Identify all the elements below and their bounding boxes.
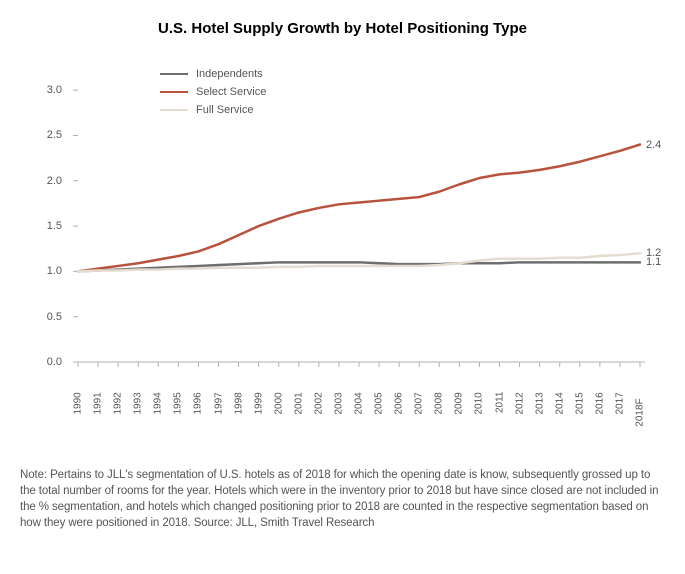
y-axis-labels: 0.00.51.01.52.02.53.0 bbox=[20, 62, 70, 412]
x-tick-label: 2004 bbox=[354, 392, 365, 414]
x-tick-label: 2017 bbox=[614, 392, 625, 414]
x-tick-label: 2008 bbox=[434, 392, 445, 414]
x-tick-label: 1991 bbox=[93, 392, 104, 414]
x-tick-label: 1997 bbox=[213, 392, 224, 414]
x-axis-labels: 1990199119921993199419951996199719981999… bbox=[20, 366, 665, 406]
y-tick-label: 2.5 bbox=[47, 129, 62, 141]
plot-area: 0.00.51.01.52.02.53.0 199019911992199319… bbox=[20, 62, 665, 412]
x-tick-label: 1998 bbox=[233, 392, 244, 414]
x-tick-label: 2000 bbox=[273, 392, 284, 414]
x-tick-label: 1999 bbox=[253, 392, 264, 414]
x-tick-label: 2003 bbox=[333, 392, 344, 414]
y-tick-label: 3.0 bbox=[47, 84, 62, 96]
y-tick-label: 0.5 bbox=[47, 311, 62, 323]
x-tick-label: 2012 bbox=[514, 392, 525, 414]
y-tick-label: 1.5 bbox=[47, 220, 62, 232]
x-tick-label: 2016 bbox=[594, 392, 605, 414]
series-end-label: 1.2 bbox=[646, 247, 661, 259]
x-tick-label: 2010 bbox=[474, 392, 485, 414]
y-tick-label: 2.0 bbox=[47, 175, 62, 187]
x-tick-label: 2005 bbox=[374, 392, 385, 414]
x-tick-label: 1995 bbox=[173, 392, 184, 414]
chart-container: U.S. Hotel Supply Growth by Hotel Positi… bbox=[20, 20, 665, 531]
x-tick-label: 2015 bbox=[574, 392, 585, 414]
x-tick-label: 1990 bbox=[73, 392, 84, 414]
x-tick-label: 1994 bbox=[153, 392, 164, 414]
chart-svg bbox=[20, 62, 665, 412]
x-tick-label: 2014 bbox=[554, 392, 565, 414]
y-tick-label: 1.0 bbox=[47, 265, 62, 277]
x-tick-label: 2006 bbox=[394, 392, 405, 414]
x-tick-label: 2001 bbox=[293, 392, 304, 414]
x-tick-label: 2009 bbox=[454, 392, 465, 414]
x-tick-label: 2011 bbox=[494, 392, 505, 414]
x-tick-label: 1992 bbox=[113, 392, 124, 414]
x-tick-label: 1993 bbox=[133, 392, 144, 414]
x-tick-label: 1996 bbox=[193, 392, 204, 414]
series-end-label: 2.4 bbox=[646, 139, 661, 151]
x-tick-label: 2013 bbox=[534, 392, 545, 414]
x-tick-label: 2018F bbox=[635, 398, 646, 426]
footnote: Note: Pertains to JLL's segmentation of … bbox=[20, 467, 665, 531]
x-tick-label: 2007 bbox=[414, 392, 425, 414]
chart-title: U.S. Hotel Supply Growth by Hotel Positi… bbox=[20, 20, 665, 37]
x-tick-label: 2002 bbox=[313, 392, 324, 414]
